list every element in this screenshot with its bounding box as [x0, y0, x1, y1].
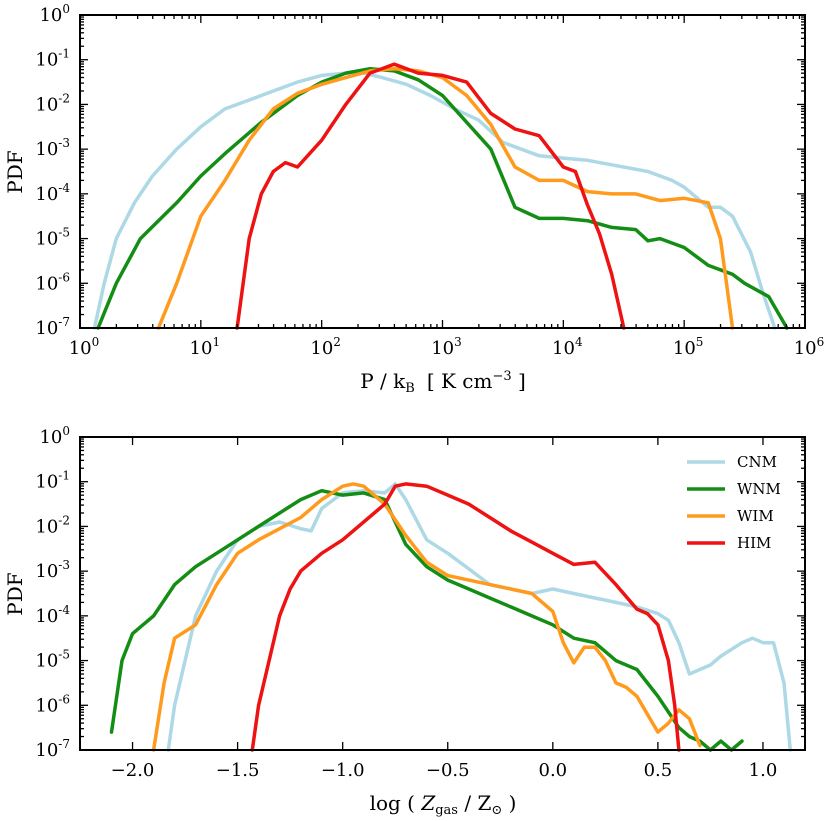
y-tick-label: 10-4: [35, 603, 70, 627]
x-tick-label: 0.0: [539, 760, 568, 781]
x-tick-label: −1.5: [216, 760, 260, 781]
metallicity-panel: 100 10-1 10-2 10-3 10-4 10-5 10-6 10-7 −2.0 −1.5 −…: [3, 424, 806, 818]
x-tick-label: −2.0: [111, 760, 155, 781]
pressure-axes-frame: [79, 14, 806, 329]
metallicity-x-axis-label: log ( Zgas / Z⊙ ): [370, 791, 517, 818]
y-tick-label: 10-1: [35, 469, 70, 493]
y-tick-label: 10-5: [35, 648, 70, 672]
y-tick-label: 100: [39, 2, 70, 26]
series-line-wim: [151, 482, 702, 752]
pressure-series-group: [92, 62, 789, 330]
x-tick-label: −1.0: [321, 760, 365, 781]
y-tick-label: 10-5: [35, 226, 70, 250]
pressure-y-axis-label: PDF: [3, 150, 27, 193]
x-tick-label: 104: [552, 335, 583, 359]
series-line-wnm: [96, 66, 789, 330]
y-tick-label: 10-2: [35, 513, 70, 537]
x-tick-label: −0.5: [426, 760, 470, 781]
x-tick-label: 0.5: [644, 760, 673, 781]
legend-label-wnm: WNM: [737, 480, 781, 498]
x-tick-label: 102: [310, 335, 341, 359]
legend-label-cnm: CNM: [737, 453, 777, 471]
series-line-wnm: [109, 488, 744, 752]
x-tick-label: 103: [431, 335, 462, 359]
y-tick-label: 10-6: [35, 270, 70, 294]
x-tick-label: 1.0: [749, 760, 778, 781]
legend-label-him: HIM: [737, 534, 771, 552]
metallicity-ticks: 100 10-1 10-2 10-3 10-4 10-5 10-6 10-7 −2.0 −1.5 −…: [35, 424, 805, 781]
legend: CNM WNM WIM HIM: [687, 453, 781, 552]
y-tick-label: 10-7: [35, 315, 70, 339]
y-tick-label: 100: [39, 424, 70, 448]
x-tick-label: 101: [190, 335, 221, 359]
series-line-him: [235, 62, 626, 330]
x-tick-label: 106: [794, 335, 825, 359]
metallicity-y-axis-label: PDF: [3, 572, 27, 615]
y-tick-label: 10-3: [35, 558, 70, 582]
metallicity-series-group: [109, 482, 793, 752]
y-tick-label: 10-3: [35, 136, 70, 160]
metallicity-axes-frame: [79, 436, 806, 751]
y-tick-label: 10-6: [35, 692, 70, 716]
y-tick-label: 10-2: [35, 91, 70, 115]
pressure-x-axis-label: P / kB[ K cm−3 ]: [360, 369, 526, 396]
legend-label-wim: WIM: [737, 507, 774, 525]
y-tick-label: 10-4: [35, 181, 70, 205]
x-tick-label: 105: [673, 335, 704, 359]
y-tick-label: 10-7: [35, 737, 70, 761]
series-line-him: [250, 482, 681, 752]
series-line-wim: [156, 66, 735, 330]
y-tick-label: 10-1: [35, 47, 70, 71]
x-tick-label: 100: [69, 335, 100, 359]
